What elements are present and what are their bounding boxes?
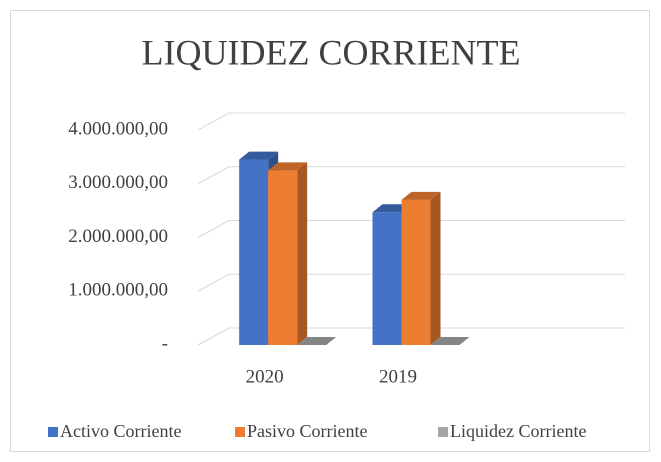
y-tick-label: 3.000.000,00 bbox=[68, 172, 168, 193]
y-tick-label: 2.000.000,00 bbox=[68, 226, 168, 247]
y-tick-label: 1.000.000,00 bbox=[68, 280, 168, 301]
legend-swatch bbox=[438, 427, 448, 437]
chart-title: LIQUIDEZ CORRIENTE bbox=[142, 32, 521, 72]
bar-top bbox=[297, 336, 337, 345]
grid-line bbox=[197, 166, 625, 185]
legend-swatch bbox=[48, 427, 58, 437]
bar-top bbox=[239, 151, 279, 160]
grid-line bbox=[197, 327, 625, 346]
legend-label: Activo Corriente bbox=[60, 421, 181, 441]
x-tick-label: 2020 bbox=[246, 366, 284, 387]
chart-border bbox=[10, 10, 650, 452]
bar bbox=[268, 170, 298, 345]
y-tick-label: 4.000.000,00 bbox=[68, 118, 168, 139]
grid-line bbox=[197, 112, 625, 131]
bar-top bbox=[430, 336, 470, 345]
bar bbox=[401, 199, 431, 345]
legend-label: Pasivo Corriente bbox=[247, 421, 367, 441]
grid-line bbox=[197, 220, 625, 238]
bar-side bbox=[430, 191, 441, 345]
legend-swatch bbox=[235, 427, 245, 437]
bar-top bbox=[268, 162, 308, 171]
x-tick-label: 2019 bbox=[379, 366, 417, 387]
legend-label: Liquidez Corriente bbox=[450, 421, 586, 441]
bar-top bbox=[401, 191, 441, 200]
grid-line bbox=[197, 273, 625, 292]
bar bbox=[239, 159, 269, 345]
bar-side bbox=[297, 162, 308, 345]
y-tick-label: - bbox=[162, 333, 168, 354]
bar bbox=[372, 212, 402, 345]
